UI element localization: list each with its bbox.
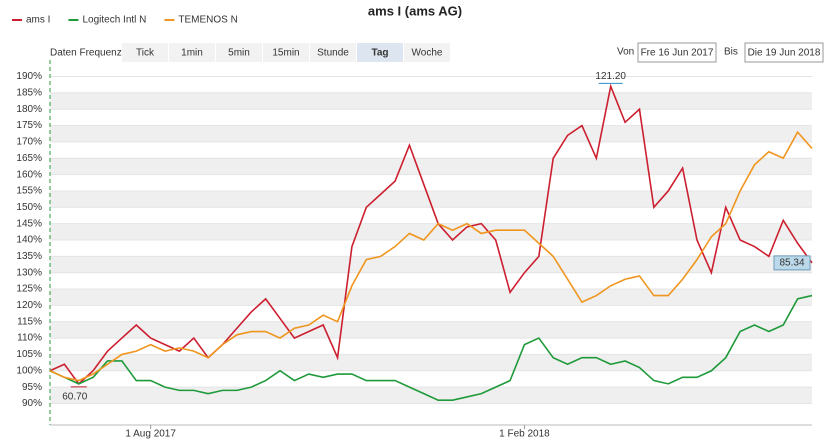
from-label: Von (617, 47, 634, 58)
grid-band (50, 387, 812, 404)
y-tick-label: 155% (16, 186, 42, 197)
y-tick-label: 140% (16, 235, 42, 246)
y-tick-label: 160% (16, 169, 42, 180)
frequency-button-label[interactable]: Woche (412, 48, 443, 59)
y-tick-label: 190% (16, 71, 42, 82)
grid-band (50, 190, 812, 208)
chart-title: ams I (ams AG) (368, 3, 462, 18)
y-tick-label: 110% (17, 333, 42, 344)
frequency-button-label[interactable]: Stunde (317, 48, 349, 59)
y-tick-label: 130% (16, 267, 42, 278)
y-tick-label: 135% (16, 251, 42, 262)
frequency-button[interactable] (310, 43, 356, 62)
y-tick-label: 145% (16, 218, 42, 229)
y-tick-label: 170% (16, 137, 42, 148)
grid-band (50, 125, 812, 142)
frequency-button[interactable] (122, 43, 168, 62)
frequency-button-label[interactable]: 5min (228, 48, 250, 59)
y-tick-label: 175% (16, 120, 42, 131)
annotation-box (773, 255, 811, 271)
frequency-button[interactable] (263, 43, 309, 62)
from-box[interactable] (637, 42, 717, 63)
y-tick-label: 165% (16, 153, 42, 164)
grid-band (50, 289, 812, 306)
to-date[interactable]: Die 19 Jun 2018 (748, 48, 821, 59)
grid-band (50, 354, 812, 371)
grid-band (50, 158, 812, 175)
y-tick-label: 90% (22, 398, 42, 409)
y-tick-label: 150% (16, 202, 42, 213)
x-tick-label: 1 Feb 2018 (499, 429, 550, 440)
frequency-button-label[interactable]: 15min (272, 48, 299, 59)
legend-label: Logitech Intl N (82, 15, 146, 26)
y-tick-label: 95% (22, 382, 42, 393)
frequency-button-label[interactable]: Tick (136, 48, 155, 59)
y-tick-label: 100% (16, 365, 42, 376)
to-box[interactable] (744, 42, 824, 63)
grid-band (50, 92, 812, 110)
frequency-button[interactable] (216, 43, 262, 62)
grid-band (50, 256, 812, 273)
line (49, 83, 813, 386)
from-date[interactable]: Fre 16 Jun 2017 (641, 48, 714, 59)
frequency-button-label[interactable]: 1min (181, 48, 203, 59)
frequency-button[interactable] (357, 43, 403, 62)
frequency-button[interactable] (169, 43, 215, 62)
y-tick-label: 125% (16, 284, 42, 295)
y-tick-label: 115% (17, 316, 42, 327)
y-tick-label: 185% (16, 88, 42, 99)
grid-band (50, 321, 812, 339)
frequency-button[interactable] (404, 43, 450, 62)
x-tick-label: 1 Aug 2017 (125, 429, 176, 440)
line (49, 294, 813, 401)
y-tick-label: 120% (16, 300, 42, 311)
legend-label: ams I (26, 15, 50, 26)
y-tick-label: 105% (16, 349, 42, 360)
annotation: 60.70 (62, 391, 87, 402)
to-label: Bis (724, 47, 738, 58)
legend-label: TEMENOS N (178, 15, 237, 26)
frequency-label: Daten Frequenz (50, 48, 122, 59)
line (49, 130, 813, 382)
frequency-button-label[interactable]: Tag (371, 48, 388, 59)
y-tick-label: 180% (16, 104, 42, 115)
annotation: 121.20 (595, 71, 626, 82)
annotation: 85.34 (779, 258, 804, 269)
